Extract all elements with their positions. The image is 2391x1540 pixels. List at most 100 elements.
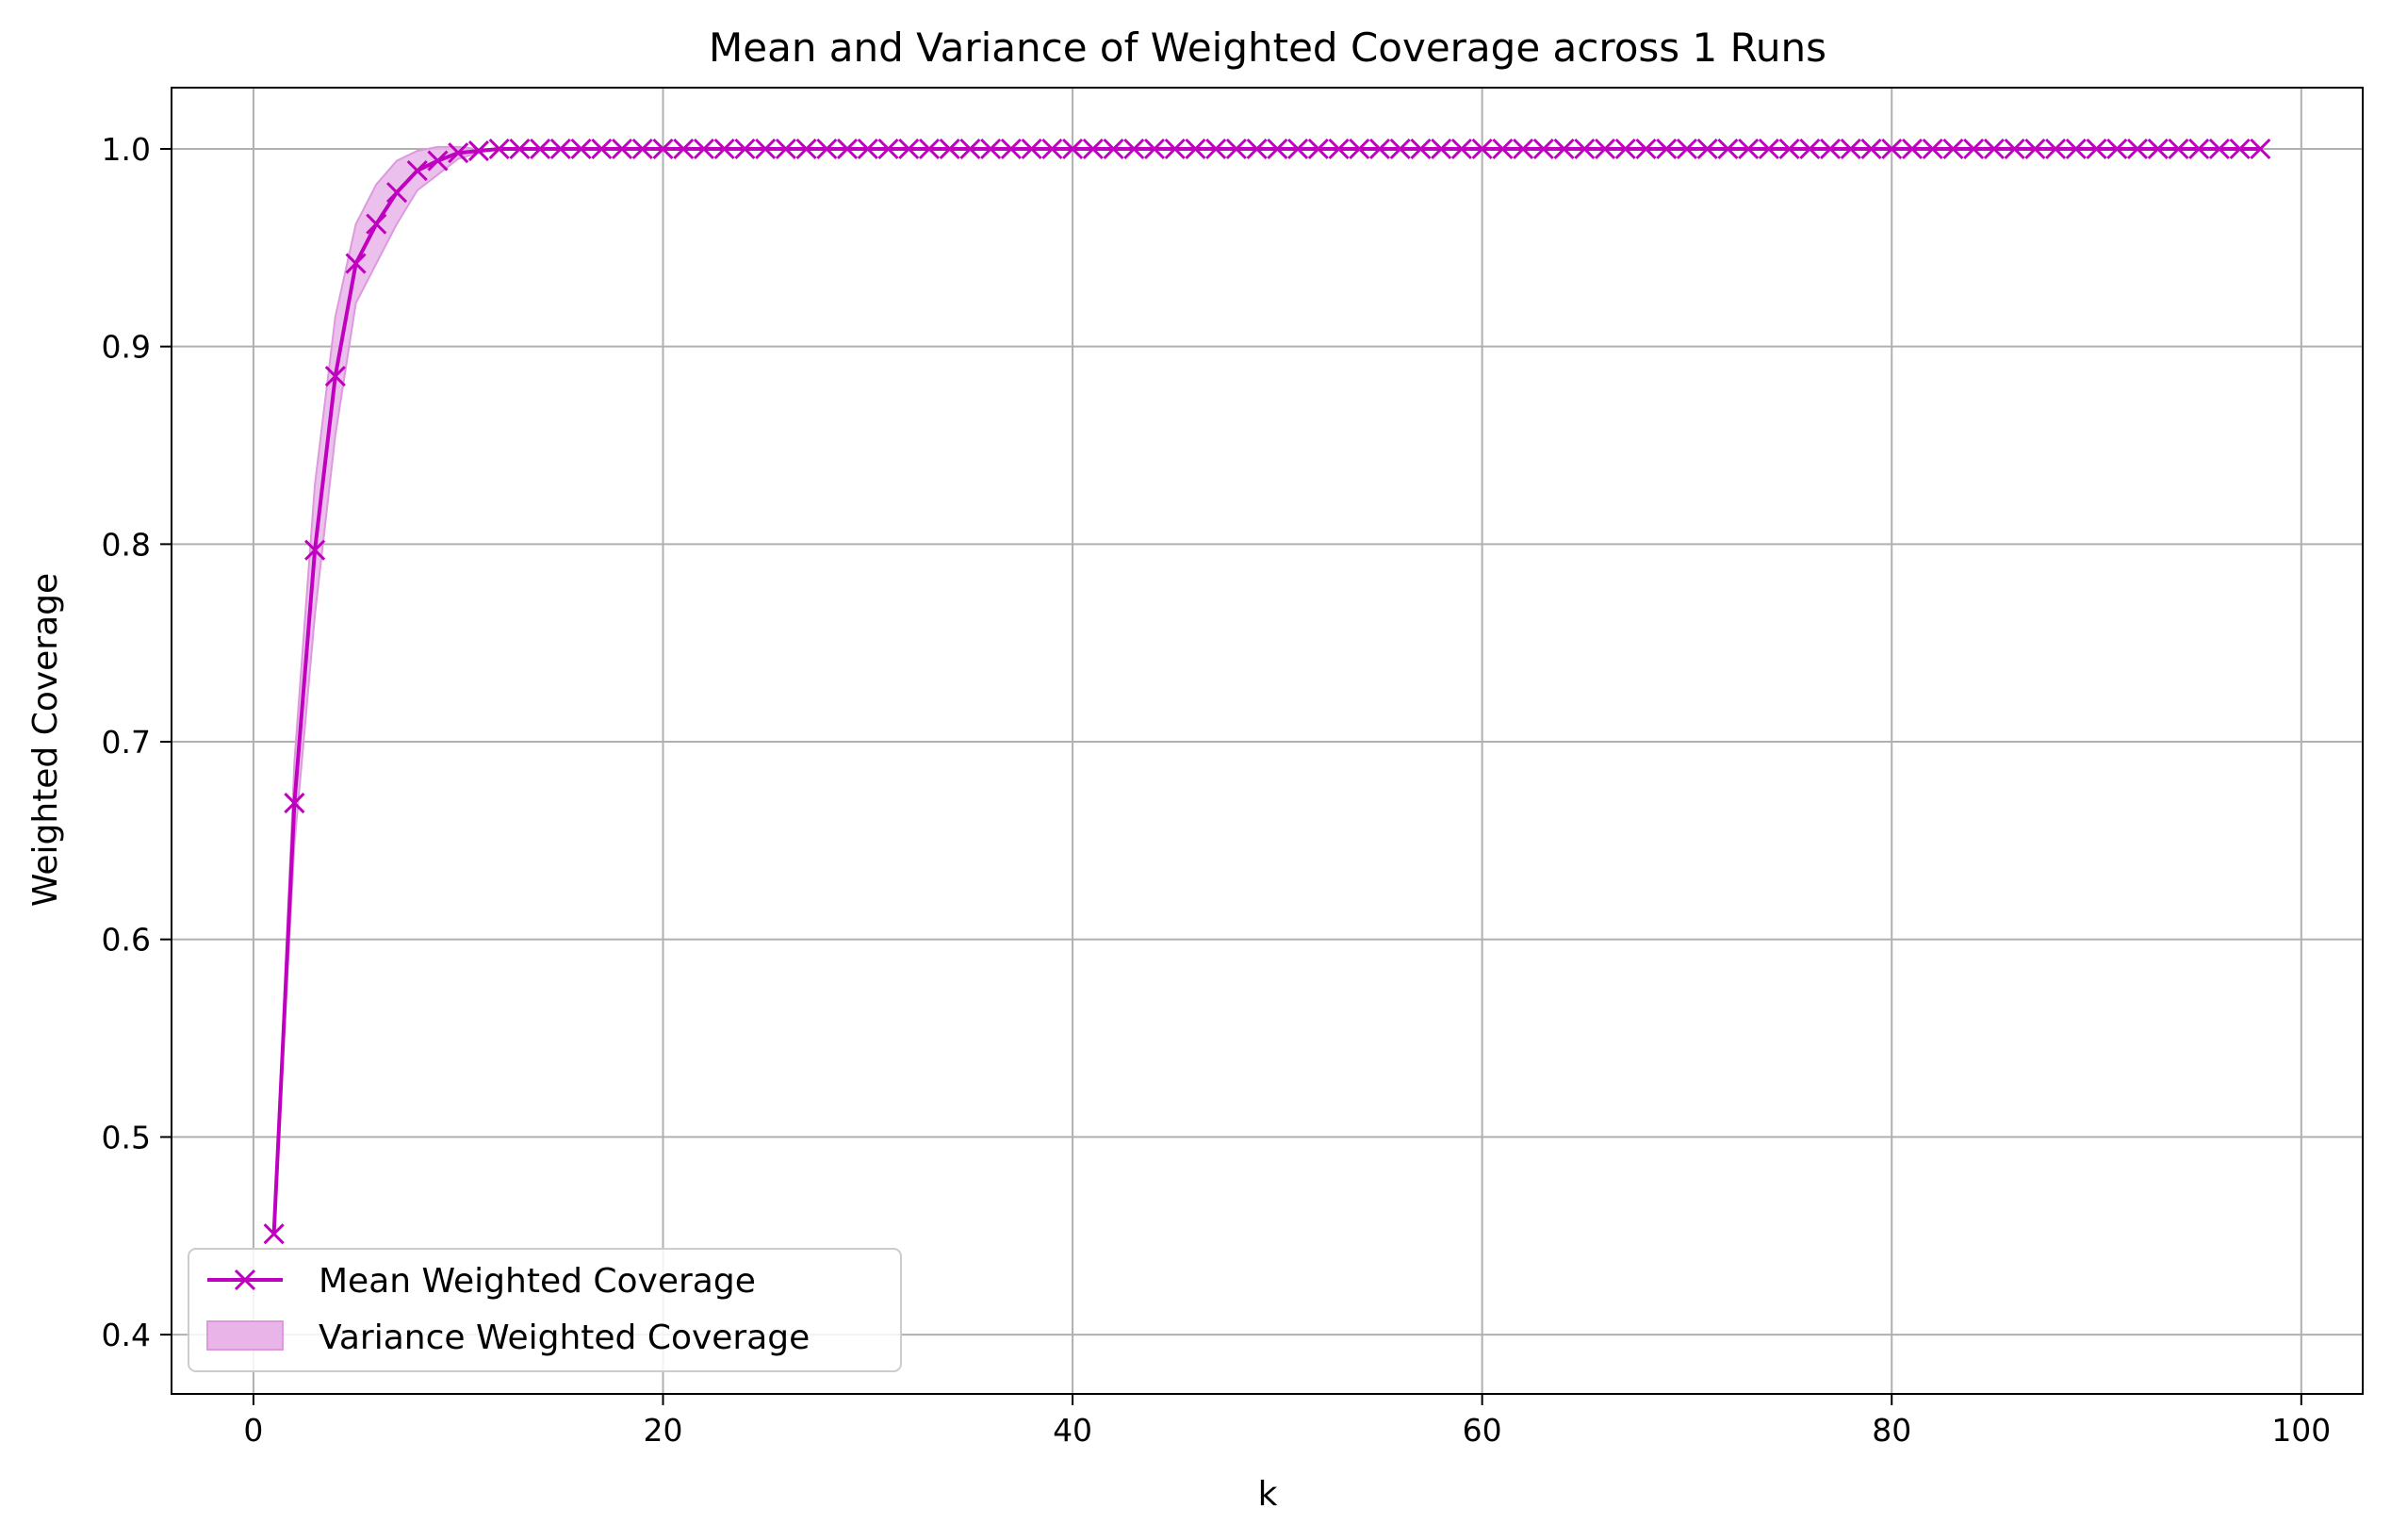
data-point-marker: [795, 138, 817, 160]
x-tick-label: 80: [1872, 1412, 1911, 1449]
data-point-marker: [1553, 138, 1575, 160]
data-point-marker: [1656, 138, 1678, 160]
data-point-marker: [939, 138, 960, 160]
data-point-marker: [1532, 138, 1554, 160]
data-point-marker: [1389, 138, 1411, 160]
data-point-marker: [1471, 138, 1493, 160]
data-point-marker: [1368, 138, 1391, 160]
data-point-marker: [345, 253, 367, 274]
data-point-marker: [2106, 138, 2128, 160]
data-point-marker: [1696, 138, 1718, 160]
data-point-marker: [1860, 138, 1882, 160]
data-point-marker: [1185, 138, 1206, 160]
data-point-marker: [530, 138, 551, 160]
data-point-marker: [1062, 138, 1084, 160]
data-point-marker: [2004, 138, 2025, 160]
data-point-marker: [1267, 138, 1288, 160]
data-point-marker: [652, 138, 674, 160]
data-point-marker: [324, 366, 346, 387]
data-point-marker: [1614, 138, 1636, 160]
y-axis-label: Weighted Coverage: [26, 573, 65, 907]
data-point-marker: [1717, 138, 1739, 160]
marker-layer: [263, 138, 2271, 1245]
data-point-marker: [2147, 138, 2169, 160]
data-point-marker: [1000, 138, 1022, 160]
data-point-marker: [263, 1223, 285, 1245]
x-axis-ticks: 0 20 40 60 80 100: [243, 1394, 2331, 1449]
data-point-marker: [549, 138, 571, 160]
data-point-marker: [1881, 138, 1903, 160]
data-point-marker: [1143, 138, 1166, 160]
data-point-marker: [755, 138, 777, 160]
data-point-marker: [836, 138, 859, 160]
legend-marker-swatch: [234, 1269, 256, 1291]
data-point-marker: [2024, 138, 2046, 160]
y-axis-ticks: 0.4 0.5 0.6 0.7 0.8 0.9 1.0: [102, 131, 172, 1353]
data-point-marker: [284, 792, 305, 814]
data-point-marker: [857, 138, 878, 160]
data-point-marker: [1328, 138, 1350, 160]
data-point-marker: [980, 138, 1002, 160]
data-point-marker: [713, 138, 735, 160]
data-point-marker: [1594, 138, 1616, 160]
data-point-marker: [918, 138, 941, 160]
x-tick-label: 40: [1053, 1412, 1092, 1449]
data-point-marker: [591, 138, 613, 160]
chart-title: Mean and Variance of Weighted Coverage a…: [709, 25, 1826, 71]
data-point-marker: [366, 213, 387, 235]
data-point-marker: [898, 138, 920, 160]
data-point-marker: [509, 138, 531, 160]
data-point-marker: [1840, 138, 1861, 160]
data-point-marker: [673, 138, 695, 160]
data-point-marker: [2168, 138, 2189, 160]
data-point-marker: [488, 138, 510, 160]
data-point-marker: [1021, 138, 1042, 160]
data-point-marker: [1349, 138, 1370, 160]
data-point-marker: [775, 138, 796, 160]
y-tick-label: 0.9: [102, 329, 151, 366]
y-tick-label: 1.0: [102, 131, 151, 168]
data-point-marker: [1922, 138, 1943, 160]
data-point-marker: [427, 150, 449, 172]
legend-variance-label: Variance Weighted Coverage: [319, 1319, 810, 1357]
data-point-marker: [1635, 138, 1657, 160]
data-point-marker: [1942, 138, 1964, 160]
legend-box: [188, 1248, 902, 1372]
data-point-marker: [2250, 138, 2271, 160]
data-point-marker: [304, 539, 326, 561]
data-point-marker: [2188, 138, 2210, 160]
data-point-marker: [816, 138, 838, 160]
data-point-marker: [1676, 138, 1698, 160]
data-point-marker: [1287, 138, 1309, 160]
data-point-marker: [1778, 138, 1800, 160]
data-point-marker: [1431, 138, 1452, 160]
x-tick-label: 100: [2271, 1412, 2331, 1449]
data-point-marker: [1819, 138, 1842, 160]
data-point-marker: [1738, 138, 1760, 160]
data-point-marker: [467, 140, 489, 162]
data-point-marker: [1450, 138, 1472, 160]
legend: Mean Weighted Coverage Variance Weighted…: [188, 1248, 902, 1372]
x-axis-label: k: [1258, 1475, 1278, 1514]
data-point-marker: [1513, 138, 1534, 160]
data-point-marker: [1246, 138, 1268, 160]
x-tick-label: 20: [643, 1412, 682, 1449]
data-point-marker: [2229, 138, 2251, 160]
data-point-marker: [1082, 138, 1104, 160]
data-point-marker: [1225, 138, 1247, 160]
data-point-marker: [1410, 138, 1432, 160]
data-point-marker: [1164, 138, 1186, 160]
legend-mean-label: Mean Weighted Coverage: [319, 1262, 756, 1301]
data-point-marker: [1123, 138, 1145, 160]
data-point-marker: [448, 142, 469, 164]
data-point-marker: [1492, 138, 1514, 160]
data-point-marker: [1901, 138, 1924, 160]
mean-line-layer: [271, 147, 2261, 1235]
data-point-marker: [2065, 138, 2087, 160]
data-point-marker: [2045, 138, 2067, 160]
data-point-marker: [406, 160, 428, 182]
data-point-marker: [693, 138, 715, 160]
y-tick-label: 0.4: [102, 1317, 151, 1353]
x-tick-label: 0: [243, 1412, 263, 1449]
data-point-marker: [1041, 138, 1063, 160]
